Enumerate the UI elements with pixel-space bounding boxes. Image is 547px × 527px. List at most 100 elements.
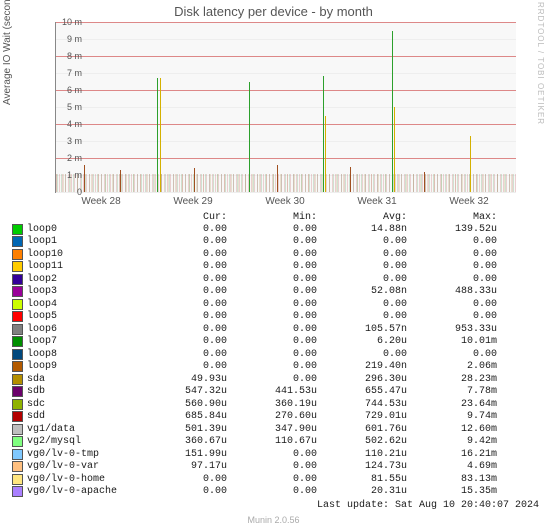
legend-row: loop30.000.0052.08n488.33u xyxy=(12,286,497,299)
legend-swatch xyxy=(12,249,23,260)
series-name: loop3 xyxy=(27,286,137,297)
legend-swatch xyxy=(12,486,23,497)
legend-row: vg1/data501.39u347.90u601.76u12.60m xyxy=(12,423,497,436)
legend-row: loop50.000.000.000.00 xyxy=(12,311,497,324)
series-min: 0.00 xyxy=(227,361,317,372)
series-min: 347.90u xyxy=(227,424,317,435)
legend-swatch xyxy=(12,399,23,410)
series-name: loop7 xyxy=(27,336,137,347)
series-min: 0.00 xyxy=(227,261,317,272)
legend-row: sdc560.90u360.19u744.53u23.64m xyxy=(12,398,497,411)
series-spike xyxy=(160,78,161,192)
legend-row: loop00.000.0014.88n139.52u xyxy=(12,223,497,236)
series-cur: 0.00 xyxy=(137,361,227,372)
legend-row: loop90.000.00219.40n2.06m xyxy=(12,361,497,374)
series-name: loop10 xyxy=(27,249,137,260)
series-cur: 0.00 xyxy=(137,261,227,272)
series-min: 360.19u xyxy=(227,399,317,410)
series-max: 15.35m xyxy=(407,486,497,497)
series-avg: 219.40n xyxy=(317,361,407,372)
series-cur: 685.84u xyxy=(137,411,227,422)
series-max: 10.01m xyxy=(407,336,497,347)
series-name: sda xyxy=(27,374,137,385)
series-avg: 744.53u xyxy=(317,399,407,410)
series-spike xyxy=(392,31,393,193)
series-name: loop4 xyxy=(27,299,137,310)
series-max: 2.06m xyxy=(407,361,497,372)
ytick-label: 4 m xyxy=(52,119,82,129)
series-max: 0.00 xyxy=(407,274,497,285)
series-avg: 20.31u xyxy=(317,486,407,497)
xtick-label: Week 30 xyxy=(265,196,304,207)
legend-swatch xyxy=(12,224,23,235)
legend-swatch xyxy=(12,424,23,435)
series-cur: 0.00 xyxy=(137,274,227,285)
rrdtool-watermark: RRDTOOL / TOBI OETIKER xyxy=(536,2,545,125)
series-max: 28.23m xyxy=(407,374,497,385)
series-name: vg2/mysql xyxy=(27,436,137,447)
gridline xyxy=(56,124,516,125)
legend-row: loop40.000.000.000.00 xyxy=(12,298,497,311)
legend-swatch xyxy=(12,324,23,335)
legend-swatch xyxy=(12,349,23,360)
series-cur: 0.00 xyxy=(137,249,227,260)
legend-row: vg2/mysql360.67u110.67u502.62u9.42m xyxy=(12,436,497,449)
series-max: 9.42m xyxy=(407,436,497,447)
chart-title: Disk latency per device - by month xyxy=(0,0,547,19)
chart-container: Disk latency per device - by month Avera… xyxy=(0,0,547,527)
series-min: 0.00 xyxy=(227,224,317,235)
series-spike xyxy=(120,170,121,192)
series-max: 0.00 xyxy=(407,299,497,310)
series-spike xyxy=(249,82,250,193)
series-max: 0.00 xyxy=(407,311,497,322)
legend-row: loop20.000.000.000.00 xyxy=(12,273,497,286)
series-min: 0.00 xyxy=(227,336,317,347)
legend-swatch xyxy=(12,299,23,310)
legend-swatch xyxy=(12,436,23,447)
series-avg: 0.00 xyxy=(317,236,407,247)
series-max: 0.00 xyxy=(407,236,497,247)
series-cur: 0.00 xyxy=(137,349,227,360)
series-min: 270.60u xyxy=(227,411,317,422)
ytick-label: 7 m xyxy=(52,68,82,78)
series-min: 0.00 xyxy=(227,299,317,310)
series-name: loop6 xyxy=(27,324,137,335)
series-avg: 110.21u xyxy=(317,449,407,460)
gridline xyxy=(56,39,516,40)
series-avg: 14.88n xyxy=(317,224,407,235)
legend-swatch xyxy=(12,449,23,460)
legend-row: sdb547.32u441.53u655.47u7.78m xyxy=(12,386,497,399)
series-name: vg0/lv-0-home xyxy=(27,474,137,485)
col-header-cur: Cur: xyxy=(137,212,227,223)
series-name: loop11 xyxy=(27,261,137,272)
series-max: 953.33u xyxy=(407,324,497,335)
series-avg: 0.00 xyxy=(317,299,407,310)
plot-area xyxy=(55,22,516,193)
series-avg: 601.76u xyxy=(317,424,407,435)
legend-row: vg0/lv-0-tmp151.99u0.00110.21u16.21m xyxy=(12,448,497,461)
last-update: Last update: Sat Aug 10 20:40:07 2024 xyxy=(0,500,539,511)
series-max: 12.60m xyxy=(407,424,497,435)
legend-swatch xyxy=(12,474,23,485)
legend-swatch xyxy=(12,411,23,422)
ytick-label: 8 m xyxy=(52,51,82,61)
gridline xyxy=(56,107,516,108)
series-avg: 0.00 xyxy=(317,274,407,285)
series-min: 0.00 xyxy=(227,274,317,285)
legend-swatch xyxy=(12,374,23,385)
series-avg: 729.01u xyxy=(317,411,407,422)
series-cur: 501.39u xyxy=(137,424,227,435)
gridline xyxy=(56,141,516,142)
gridline xyxy=(56,22,516,23)
series-avg: 0.00 xyxy=(317,261,407,272)
legend-swatch xyxy=(12,261,23,272)
series-spike xyxy=(194,168,195,192)
series-spike xyxy=(394,107,395,192)
series-max: 9.74m xyxy=(407,411,497,422)
xtick-label: Week 29 xyxy=(173,196,212,207)
series-max: 23.64m xyxy=(407,399,497,410)
series-name: loop8 xyxy=(27,349,137,360)
legend-table: Cur: Min: Avg: Max: loop00.000.0014.88n1… xyxy=(12,212,497,498)
series-max: 0.00 xyxy=(407,261,497,272)
series-name: sdb xyxy=(27,386,137,397)
